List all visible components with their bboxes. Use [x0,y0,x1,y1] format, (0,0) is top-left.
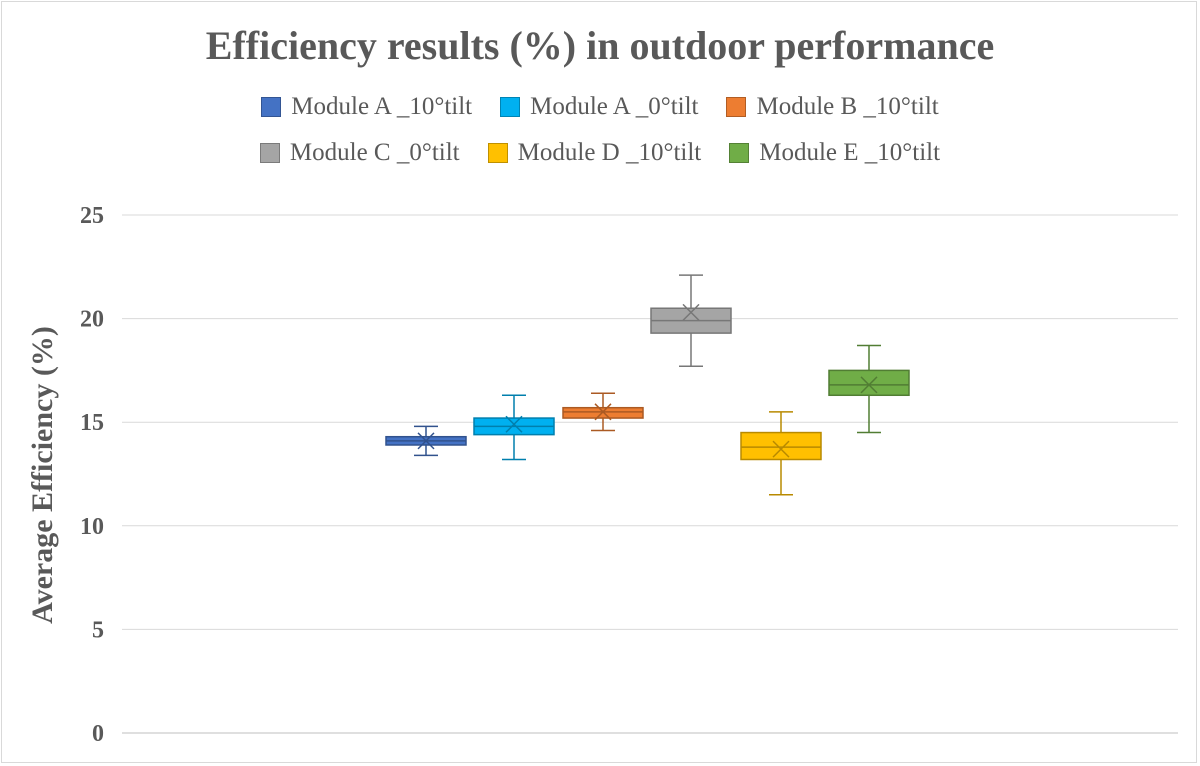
legend-swatch [259,143,280,163]
legend-swatch [487,143,508,163]
legend-row: Module C _0°tilt Module D _10°tilt Modul… [0,136,1200,170]
box-plot [473,394,555,461]
box-plot [828,344,910,434]
legend-label: Module A _10°tilt [291,93,473,120]
legend-label: Module A _0°tilt [530,93,699,120]
y-tick-label: 5 [92,617,104,643]
mean-marker [594,403,612,421]
y-tick-label: 25 [80,203,104,229]
legend: Module A _10°tilt Module A _0°tilt Modul… [0,90,1200,182]
legend-swatch [729,143,750,163]
legend-label: Module B _10°tilt [756,93,939,120]
y-axis-title: Average Efficiency (%) [26,326,59,624]
legend-item: Module A _10°tilt [261,93,472,121]
legend-swatch [726,97,747,117]
legend-item: Module D _10°tilt [487,139,702,167]
y-tick-label: 20 [80,307,104,333]
y-axis-ticks: 0 5 10 15 20 25 [80,203,104,747]
box-plot [740,411,822,496]
iqr-box [828,369,910,397]
box-plot [385,425,467,457]
gridlines [122,214,1178,734]
mean-marker [417,432,435,450]
legend-item: Module E _10°tilt [729,139,940,167]
legend-label: Module C _0°tilt [289,139,460,166]
legend-label: Module D _10°tilt [517,139,702,166]
legend-swatch [261,97,282,117]
legend-item: Module A _0°tilt [500,93,698,121]
legend-swatch [500,97,521,117]
y-tick-label: 10 [80,514,104,540]
legend-row: Module A _10°tilt Module A _0°tilt Modul… [0,90,1200,124]
legend-label: Module E _10°tilt [759,139,941,166]
y-tick-label: 15 [80,410,104,436]
legend-item: Module C _0°tilt [259,139,460,167]
legend-item: Module B _10°tilt [726,93,939,121]
y-tick-label: 0 [92,721,104,747]
box-plot [562,392,644,432]
mean-marker [505,415,523,433]
box-plot [650,274,732,368]
mean-marker [860,376,878,394]
mean-marker [772,440,790,458]
box-series [385,274,910,496]
mean-marker [682,303,700,321]
chart-title: Efficiency results (%) in outdoor perfor… [205,23,995,68]
iqr-box [740,431,822,461]
